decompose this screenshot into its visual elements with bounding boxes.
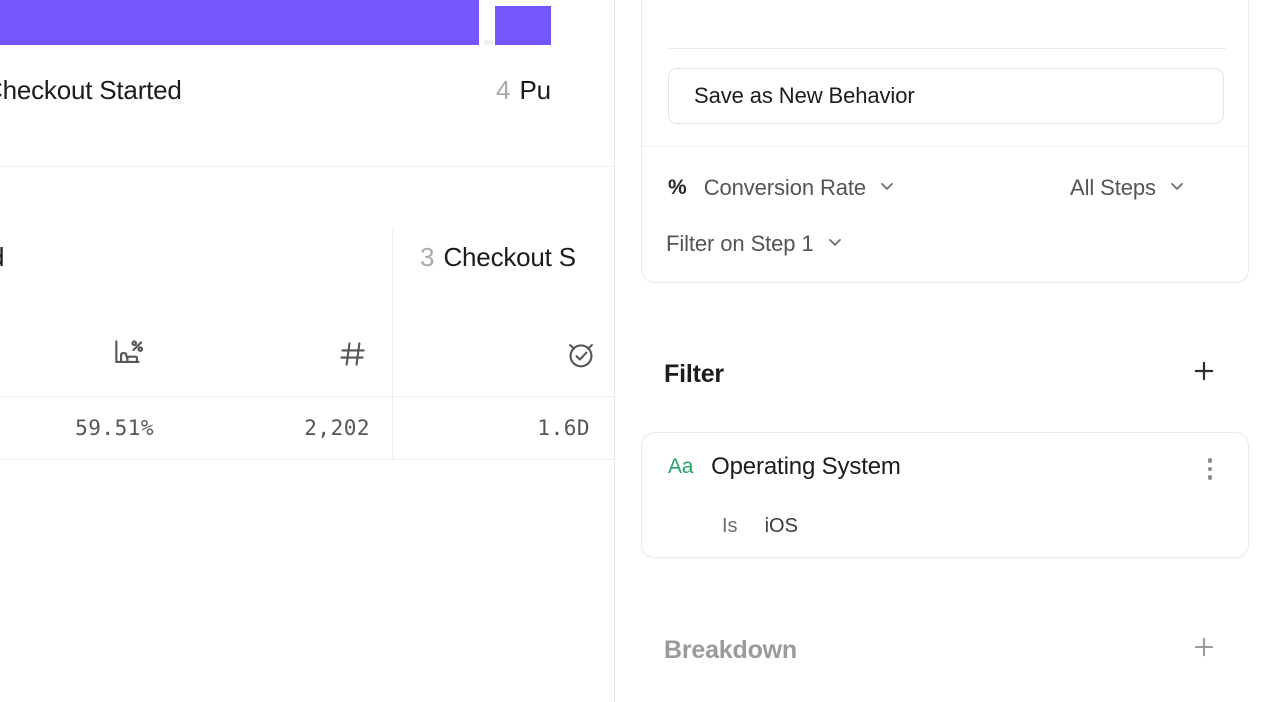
step-label: Checkout Started (0, 75, 182, 105)
steps-scope-selector[interactable]: All Steps (1070, 175, 1187, 201)
kebab-dot (1207, 475, 1213, 480)
funnel-section-divider (0, 166, 614, 167)
table-header-time-to-convert[interactable] (400, 324, 600, 384)
step-label: Pu (519, 75, 551, 105)
plus-icon (1190, 633, 1218, 666)
chevron-down-icon (1167, 176, 1187, 201)
behavior-and-measure-card: Save as New Behavior % Conversion Rate A… (641, 0, 1249, 283)
table-group-step-number: 3 (420, 242, 435, 272)
dropoff-percent-icon (110, 335, 148, 373)
measure-settings-section: % Conversion Rate All Steps Filter on St… (642, 146, 1248, 282)
save-as-new-behavior-button[interactable]: Save as New Behavior (668, 68, 1224, 124)
filter-section-header: Filter (615, 352, 1270, 396)
table-column-divider (392, 229, 393, 396)
step-caption-checkout-started[interactable]: Checkout Started (0, 75, 182, 106)
filter-on-step-selector[interactable]: Filter on Step 1 (666, 231, 845, 257)
time-to-convert-icon (562, 335, 600, 373)
table-group-header-checkout-started: 3 Checkout S (420, 242, 576, 273)
funnel-bar-step-purchase[interactable] (495, 6, 551, 45)
add-filter-button[interactable] (1188, 357, 1220, 389)
filter-condition-row[interactable]: Is iOS (722, 515, 798, 538)
kebab-dot (1207, 458, 1213, 463)
table-cell-unique-count: 2,202 (304, 416, 370, 440)
funnel-bar-chart (0, 0, 614, 45)
hash-count-icon (336, 337, 370, 371)
filter-section-title: Filter (664, 360, 724, 388)
bar-top-cap (495, 0, 551, 6)
filter-item-card: Aa Operating System Is iOS (641, 432, 1249, 558)
table-group-header-previous-step: d (0, 242, 4, 273)
behavior-card-divider (666, 48, 1226, 49)
filter-value: iOS (764, 515, 798, 537)
breakdown-section-title: Breakdown (664, 636, 797, 664)
filter-property-name: Operating System (711, 453, 901, 480)
kebab-menu-icon[interactable] (1196, 453, 1224, 485)
table-cell-time-to-convert: 1.6D (537, 416, 590, 440)
table-cell-dropoff-rate: 59.51% (75, 416, 154, 440)
step-number: 4 (496, 75, 511, 105)
text-property-icon: Aa (668, 455, 694, 478)
kebab-dot (1207, 466, 1213, 472)
funnel-bar-step-checkout-started[interactable] (0, 0, 479, 45)
funnel-step-captions: Checkout Started 4 Pu (0, 45, 614, 166)
filter-property-row[interactable]: Aa Operating System (668, 453, 901, 481)
plus-icon (1190, 357, 1218, 390)
breakdown-section-header: Breakdown (615, 628, 1270, 672)
conversion-metric-selector[interactable]: % Conversion Rate (668, 175, 897, 201)
filter-operator: Is (722, 515, 738, 537)
funnel-config-panel: Save as New Behavior % Conversion Rate A… (615, 0, 1270, 702)
table-header-unique-count[interactable] (170, 324, 370, 384)
pane-vertical-divider (614, 0, 615, 702)
add-breakdown-button[interactable] (1188, 633, 1220, 665)
step-caption-purchase[interactable]: 4 Pu (496, 75, 551, 106)
funnel-visualization-pane: Checkout Started 4 Pu d 3 Checkout S (0, 0, 614, 702)
chevron-down-icon (877, 176, 897, 201)
table-group-header-label: d (0, 242, 4, 273)
table-header-row-divider (0, 396, 614, 397)
filter-on-step-label: Filter on Step 1 (666, 231, 814, 256)
steps-scope-label: All Steps (1070, 175, 1156, 200)
conversion-metric-label: Conversion Rate (703, 175, 867, 200)
table-header-dropoff-rate[interactable] (0, 324, 148, 384)
percent-icon: % (668, 176, 687, 199)
chevron-down-icon (825, 232, 845, 257)
table-column-divider-values (392, 397, 393, 460)
table-group-header-label: Checkout S (443, 242, 576, 272)
table-value-row-divider (0, 459, 614, 460)
bar-gap-marker (484, 40, 493, 45)
funnel-metrics-table: d 3 Checkout S (0, 167, 614, 460)
